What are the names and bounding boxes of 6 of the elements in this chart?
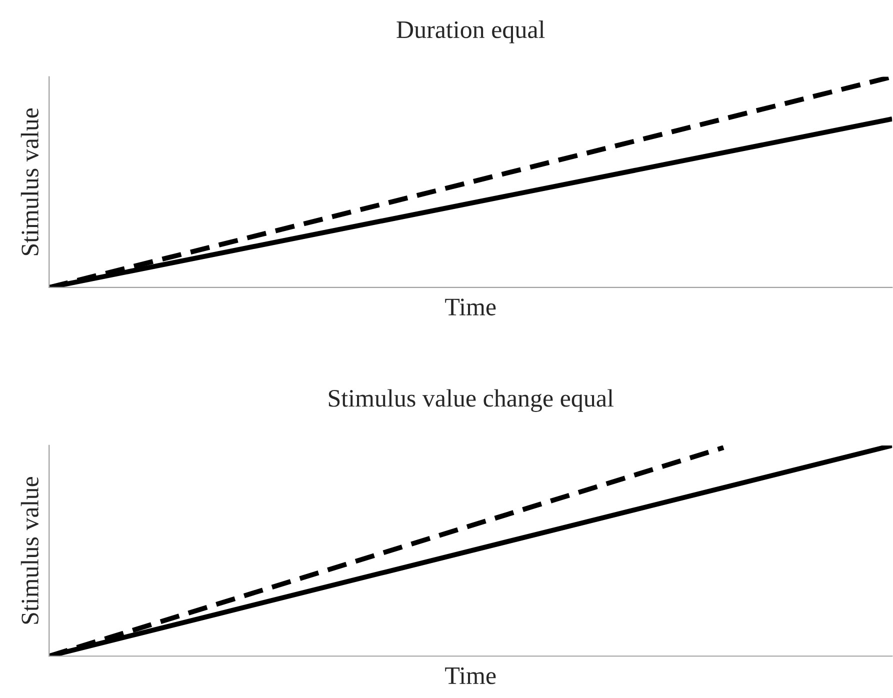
y-axis-title: Stimulus value — [20, 477, 38, 624]
y-axis-title: Stimulus value — [20, 108, 38, 256]
chart-title: Duration equal — [396, 20, 545, 44]
x-axis-title: Time — [445, 667, 496, 684]
x-axis-title: Time — [445, 298, 496, 316]
chart-title: Stimulus value change equal — [328, 389, 614, 412]
